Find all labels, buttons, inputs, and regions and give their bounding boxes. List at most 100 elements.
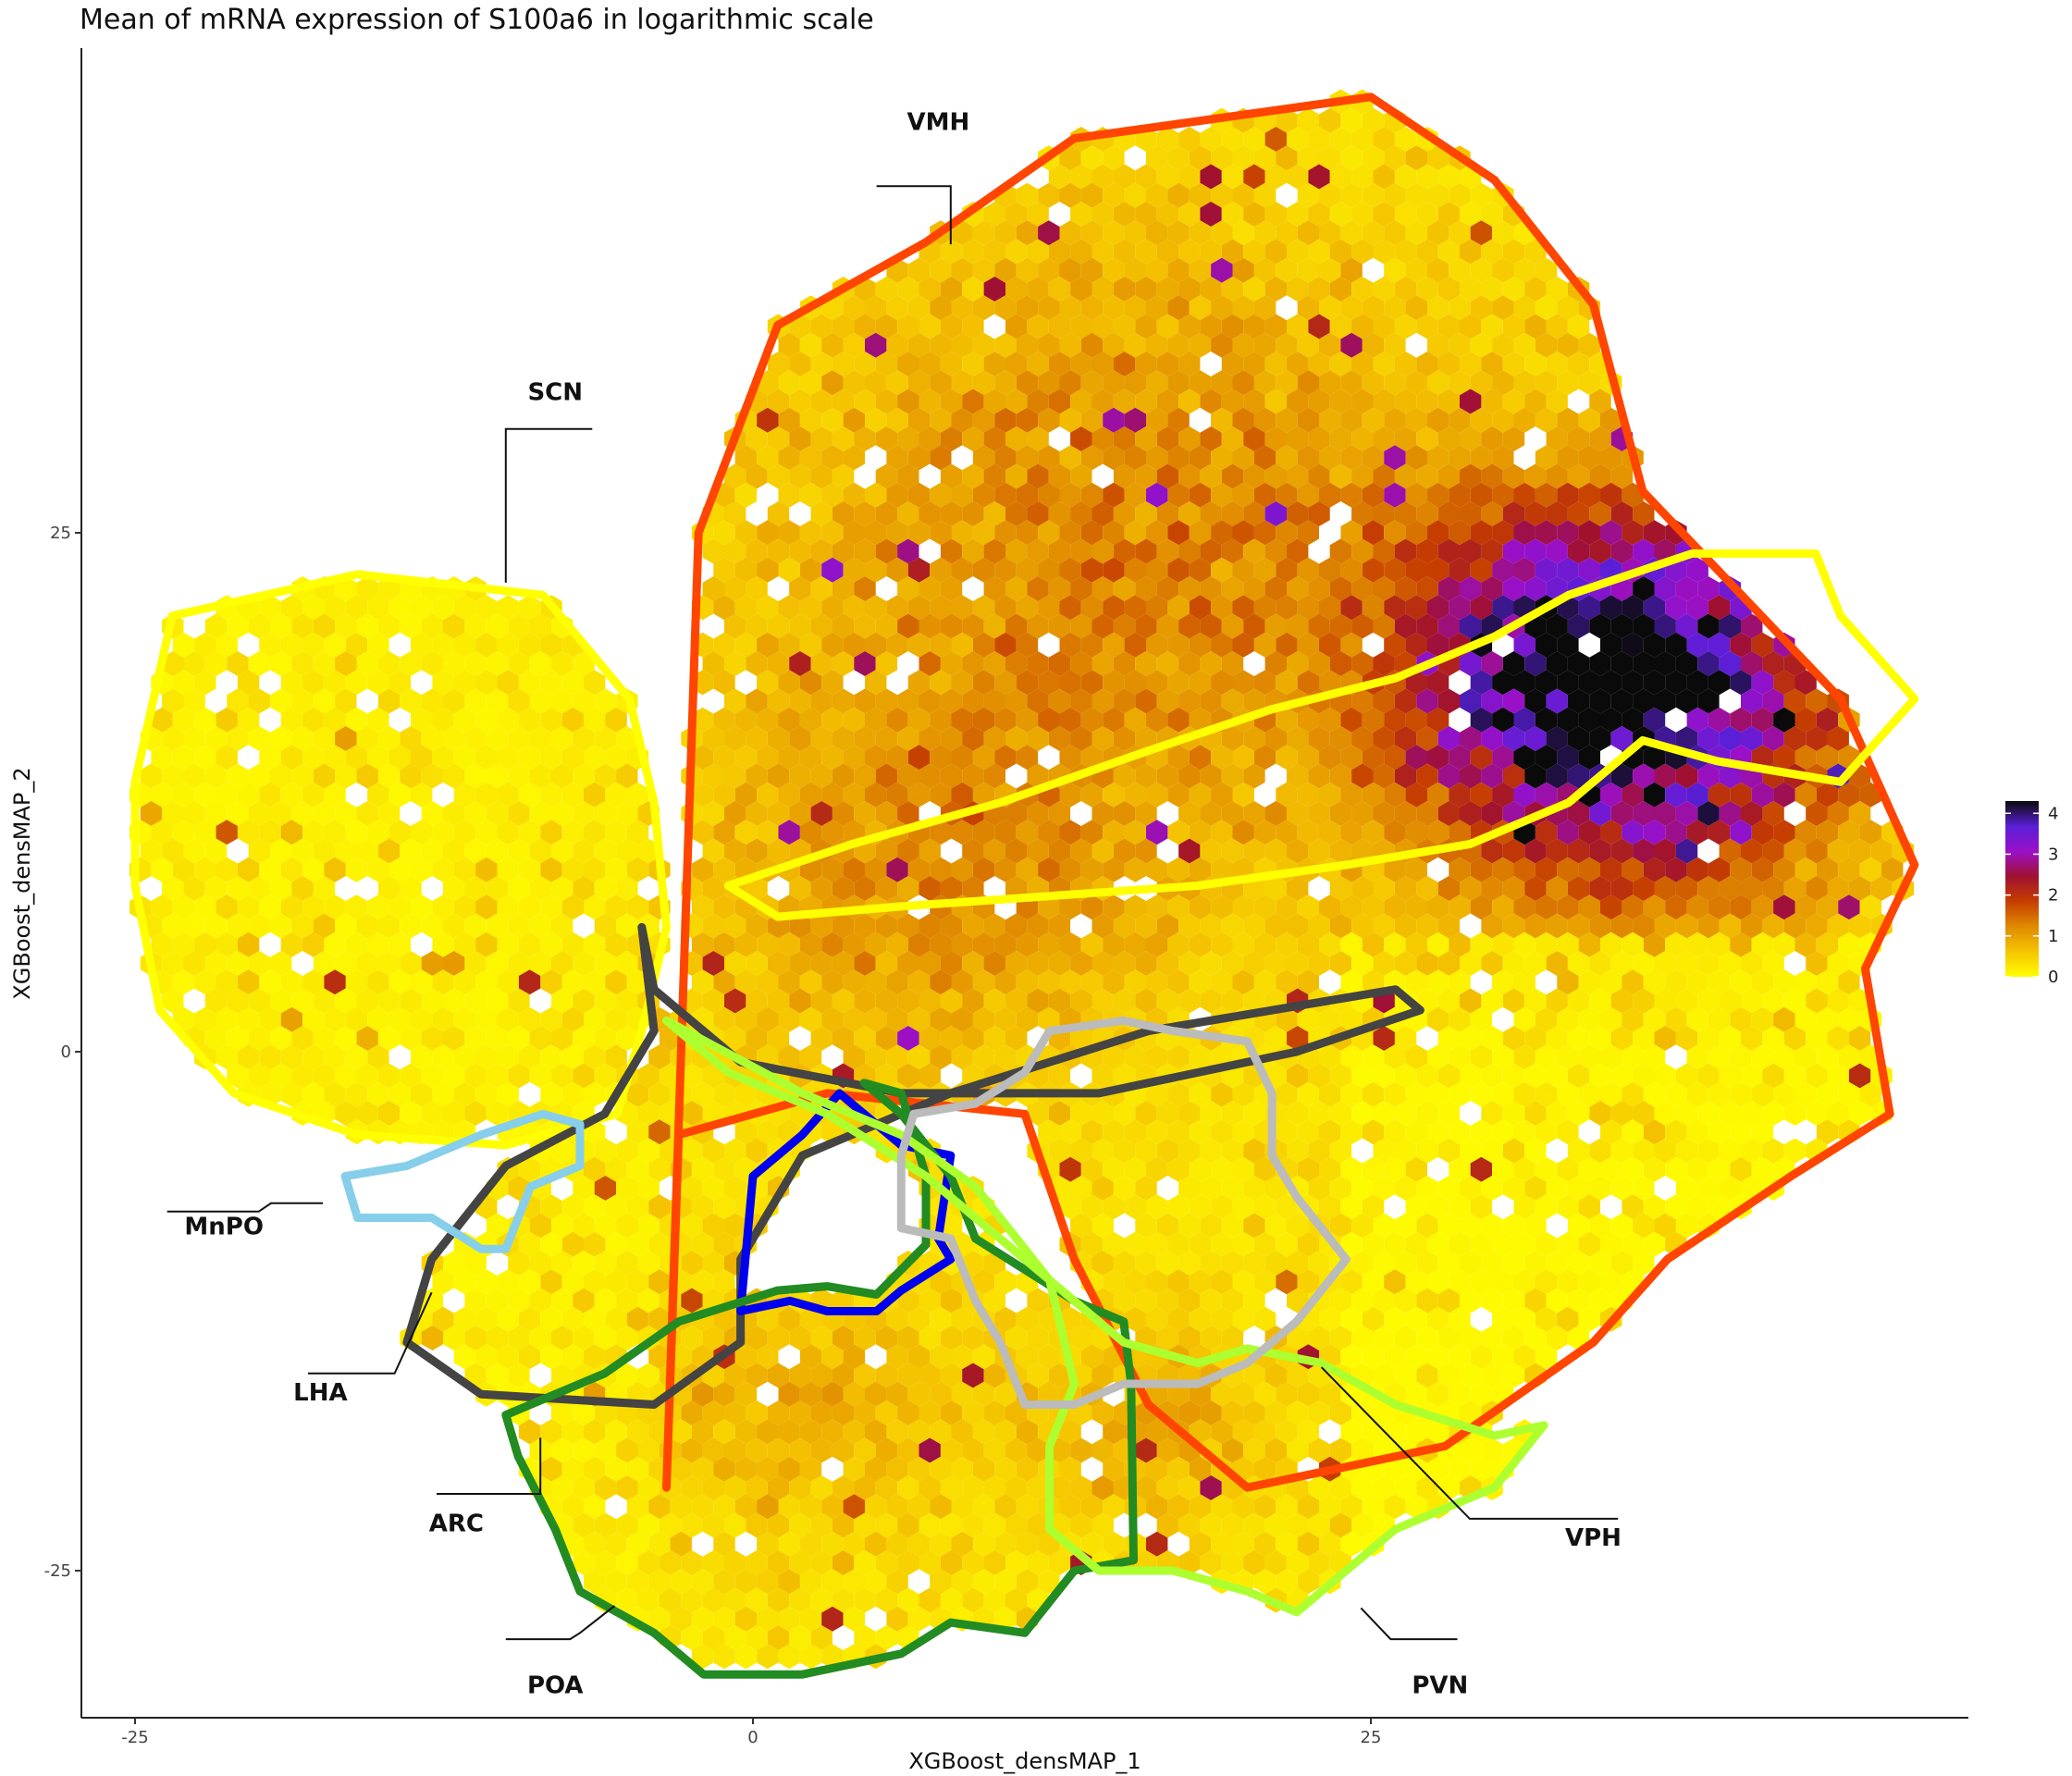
hex-bin [1686, 1194, 1708, 1220]
hex-bin [573, 1475, 595, 1500]
hex-bin [713, 557, 735, 583]
hex-bin [951, 931, 973, 957]
hex-bin [1535, 931, 1558, 957]
hex-bin [1708, 782, 1731, 808]
hex-bin [237, 670, 260, 696]
hex-bin [1394, 426, 1417, 451]
hex-bin [1113, 801, 1136, 826]
hex-bin [983, 651, 1005, 676]
hex-bin [1481, 913, 1503, 939]
hex-bin [324, 1006, 346, 1032]
hex-bin [270, 876, 292, 901]
hex-bin [637, 1251, 660, 1276]
hex-bin [1675, 1026, 1698, 1051]
hex-bin [1351, 876, 1374, 901]
hex-bin [789, 801, 811, 826]
hex-bin [1643, 1194, 1666, 1220]
hex-bin [1794, 707, 1817, 733]
hex-bin [1394, 801, 1417, 826]
hex-bin [1373, 501, 1395, 526]
hex-bin [1481, 538, 1503, 564]
hex-bin [1297, 182, 1319, 208]
hex-bin [1535, 1269, 1558, 1295]
hex-bin [1719, 1138, 1741, 1164]
hex-bin [832, 913, 855, 939]
hex-bin [1287, 164, 1309, 190]
hex-bin [951, 407, 973, 433]
hex-bin [302, 931, 325, 957]
hex-bin [194, 894, 216, 920]
hex-bin [1449, 782, 1471, 808]
hex-bin [1513, 370, 1536, 396]
hex-bin [1351, 763, 1374, 789]
hex-bin [1502, 1101, 1525, 1126]
hex-bin [1610, 538, 1634, 564]
hex-bin [994, 857, 1017, 882]
leader-mnpo [166, 1202, 324, 1213]
hex-bin [713, 1194, 735, 1220]
hex-bin [497, 782, 519, 808]
hex-bin [767, 1550, 790, 1575]
hex-bin [561, 670, 584, 696]
hex-bin [875, 1550, 898, 1575]
hex-bin [875, 1587, 898, 1613]
hex-bin [421, 838, 443, 864]
hex-bin [367, 632, 389, 658]
hex-bin [1513, 670, 1536, 696]
hex-bin [1578, 370, 1600, 396]
hex-bin [475, 969, 498, 995]
hex-bin [767, 1587, 790, 1613]
hex-bin [1773, 894, 1795, 920]
hex-bin [1567, 1251, 1590, 1276]
hex-bin [1080, 557, 1104, 583]
hex-bin [475, 1306, 498, 1332]
hex-bin [1524, 688, 1547, 714]
hex-bin [1113, 988, 1136, 1014]
hex-bin [670, 1606, 692, 1632]
hex-bin [962, 463, 984, 489]
hex-bin [1470, 482, 1493, 508]
hex-bin [1200, 1213, 1222, 1239]
hex-bin [1838, 782, 1860, 808]
hex-bin [1665, 820, 1687, 845]
hex-bin [1719, 951, 1741, 976]
hex-bin [1762, 988, 1784, 1014]
hex-bin [1329, 1288, 1352, 1314]
hex-bin [1633, 801, 1655, 826]
hex-bin [983, 726, 1005, 751]
hex-bin [1610, 951, 1634, 976]
hex-bin [1762, 688, 1784, 714]
hex-bin [1319, 670, 1341, 696]
hex-bin [584, 1569, 606, 1595]
hex-bin [1654, 576, 1676, 601]
hex-bin [1297, 220, 1319, 246]
hex-bin [746, 651, 768, 676]
hex-bin [518, 1344, 541, 1370]
hex-bin [1806, 951, 1828, 976]
hex-bin [1329, 651, 1352, 676]
hex-bin [1373, 1138, 1395, 1164]
hex-bin [1535, 1156, 1558, 1182]
hex-bin [1103, 1156, 1125, 1182]
hex-bin [670, 1494, 692, 1520]
hex-bin [345, 595, 368, 621]
hex-bin [400, 988, 422, 1014]
legend-tick-label: 4 [2048, 804, 2058, 823]
hex-bin [1697, 1026, 1720, 1051]
hex-bin [324, 894, 346, 920]
hex-bin [377, 1101, 401, 1126]
hex-bin [1394, 688, 1417, 714]
hex-bin [1806, 801, 1828, 826]
hex-bin [1059, 782, 1081, 808]
hex-bin [1092, 951, 1114, 976]
hex-bin [1189, 1269, 1212, 1295]
hex-bin [886, 445, 908, 471]
hex-bin [670, 1344, 692, 1370]
hex-bin [810, 1363, 832, 1388]
hex-bin [1287, 426, 1309, 451]
hex-bin [799, 707, 822, 733]
hex-bin [1264, 127, 1287, 152]
hex-bin [1297, 145, 1319, 171]
hex-bin [1622, 931, 1644, 957]
hex-bin [1762, 726, 1784, 751]
